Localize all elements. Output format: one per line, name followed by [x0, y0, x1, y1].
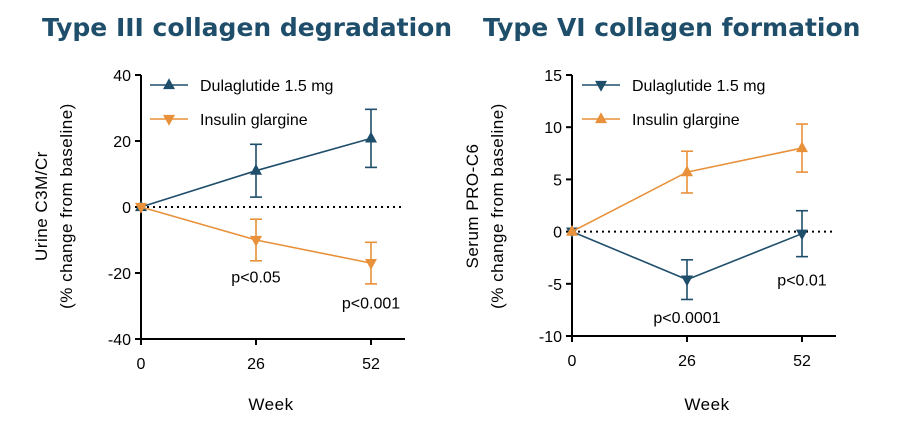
- data-point: [796, 229, 808, 241]
- x-axis-label: Week: [684, 395, 729, 414]
- legend-marker: [595, 80, 607, 92]
- data-point: [250, 235, 262, 247]
- y-tick-label: 0: [122, 200, 131, 217]
- y-axis-label-line2: (% change from baseline): [488, 103, 507, 309]
- x-axis-label: Week: [248, 395, 293, 414]
- data-point: [796, 141, 808, 153]
- legend-label: Insulin glargine: [200, 112, 308, 129]
- y-tick-label: -20: [108, 266, 131, 283]
- data-point: [365, 258, 377, 270]
- chart-title: Type VI collagen formation: [483, 13, 860, 42]
- data-point: [681, 165, 693, 177]
- p-value-annotation: p<0.001: [342, 296, 400, 313]
- y-axis-label-line1: Urine C3M/Cr: [32, 151, 51, 261]
- y-axis-label-line2: (% change from baseline): [57, 103, 76, 309]
- chart-title: Type III collagen degradation: [42, 13, 452, 42]
- data-point: [135, 202, 147, 214]
- y-axis-label-line1: Serum PRO-C6: [463, 143, 482, 268]
- p-value-annotation: p<0.01: [777, 273, 826, 290]
- data-point: [566, 224, 578, 236]
- x-tick-label: 52: [362, 356, 380, 373]
- y-tick-label: -10: [539, 329, 562, 346]
- y-tick-label: -40: [108, 332, 131, 349]
- legend-marker: [163, 114, 175, 126]
- y-tick-label: 10: [544, 120, 562, 137]
- y-tick-label: 15: [544, 68, 562, 85]
- legend-label: Insulin glargine: [632, 112, 740, 129]
- data-point: [681, 275, 693, 287]
- p-value-annotation: p<0.05: [231, 269, 280, 286]
- x-tick-label: 0: [137, 356, 146, 373]
- data-point: [250, 164, 262, 175]
- y-tick-label: -5: [548, 277, 562, 294]
- x-tick-label: 52: [793, 353, 811, 370]
- x-tick-label: 26: [678, 353, 696, 370]
- chart-collagen-vi: Type VI collagen formation Serum PRO-C6 …: [463, 13, 860, 414]
- p-value-annotation: p<0.0001: [653, 310, 720, 327]
- legend-marker: [595, 112, 607, 124]
- chart-collagen-iii: Type III collagen degradation Urine C3M/…: [32, 13, 452, 414]
- y-tick-label: 20: [113, 134, 131, 151]
- legend-label: Dulaglutide 1.5 mg: [632, 78, 765, 95]
- y-tick-label: 40: [113, 68, 131, 85]
- x-tick-label: 26: [247, 356, 265, 373]
- y-tick-label: 5: [553, 172, 562, 189]
- data-point: [365, 131, 377, 143]
- x-tick-label: 0: [568, 353, 577, 370]
- legend-label: Dulaglutide 1.5 mg: [200, 78, 333, 95]
- legend-marker: [163, 78, 175, 90]
- y-tick-label: 0: [553, 225, 562, 242]
